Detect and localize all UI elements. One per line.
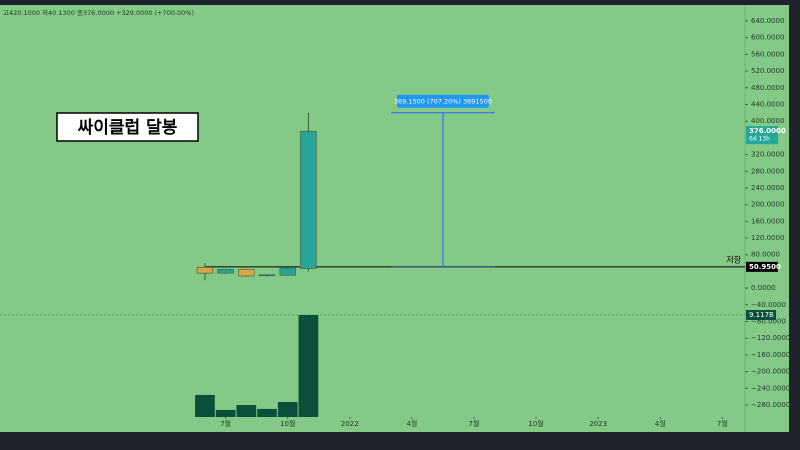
- resistance-label: 50.9500: [749, 263, 781, 271]
- y-tick-label: 440.0000: [751, 100, 784, 108]
- x-tick-label: 10월: [280, 419, 295, 428]
- y-tick-label: 560.0000: [751, 50, 784, 58]
- y-tick-label: 0.0000: [751, 284, 776, 292]
- candle-body: [300, 130, 317, 269]
- candle-body: [279, 267, 296, 276]
- volume-tag: [746, 310, 776, 320]
- annotation-box: [56, 112, 199, 142]
- y-tick-label: 400.0000: [751, 117, 784, 125]
- candle-body: [258, 274, 276, 277]
- y-tick-label: −200.0000: [751, 368, 790, 376]
- y-tick-label: −80.0000: [751, 318, 786, 326]
- volume-bar: [215, 409, 236, 417]
- y-tick-label: 600.0000: [751, 34, 784, 42]
- candle-body: [217, 269, 234, 274]
- annotation: 싸이클럽 달봉: [78, 117, 178, 138]
- y-tick-label: 280.0000: [751, 167, 784, 175]
- y-tick-label: 640.0000: [751, 17, 784, 25]
- y-tick-label: 200.0000: [751, 201, 784, 209]
- last-price-tag: [746, 126, 778, 145]
- chart-area: [0, 5, 789, 432]
- candle-body: [196, 266, 214, 274]
- x-tick-label: 7월: [220, 419, 231, 428]
- x-tick-label: 10월: [528, 419, 543, 428]
- volume-bar: [257, 408, 277, 417]
- y-tick-label: −240.0000: [751, 384, 790, 392]
- x-tick-label: 4월: [655, 419, 666, 428]
- x-tick-label: 2022: [341, 420, 359, 428]
- y-tick-label: 120.0000: [751, 234, 784, 242]
- y-tick-label: −120.0000: [751, 334, 790, 342]
- resistance-tag: [746, 261, 778, 272]
- x-tick-label: 7월: [469, 419, 480, 428]
- y-tick-label: 480.0000: [751, 84, 784, 92]
- y-tick-label: −160.0000: [751, 351, 790, 359]
- y-tick-label: −40.0000: [751, 301, 786, 309]
- last-price-label: 376.0000: [749, 127, 786, 135]
- countdown: 6d 13h: [749, 136, 770, 143]
- ohlc-info: 고420.1000 저40.1300 종376.0000 +329.0000 (…: [3, 8, 194, 17]
- x-tick-label: 4월: [406, 419, 417, 428]
- y-tick-label: 320.0000: [751, 151, 784, 159]
- measure-label: 369.1500 (707.20%) 3691500: [394, 97, 492, 105]
- x-tick-label: 7월: [717, 419, 728, 428]
- volume-bar: [277, 402, 298, 417]
- x-tick-label: 2023: [589, 420, 607, 428]
- volume-bar: [298, 315, 319, 417]
- y-tick-label: −280.0000: [751, 401, 790, 409]
- volume-bar: [236, 405, 257, 417]
- y-tick-label: 160.0000: [751, 217, 784, 225]
- y-tick-label: 520.0000: [751, 67, 784, 75]
- y-tick-label: 80.0000: [751, 251, 780, 259]
- resistance-text: 저항: [726, 255, 741, 264]
- candle-body: [238, 269, 255, 277]
- volume-label: 9.117B: [749, 311, 774, 319]
- volume-bar: [195, 394, 215, 417]
- measure-box: [396, 94, 489, 108]
- y-tick-label: 240.0000: [751, 184, 784, 192]
